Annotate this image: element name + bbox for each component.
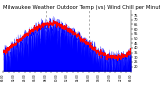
Text: Milwaukee Weather Outdoor Temp (vs) Wind Chill per Minute (Last 24 Hours): Milwaukee Weather Outdoor Temp (vs) Wind… bbox=[3, 5, 160, 10]
